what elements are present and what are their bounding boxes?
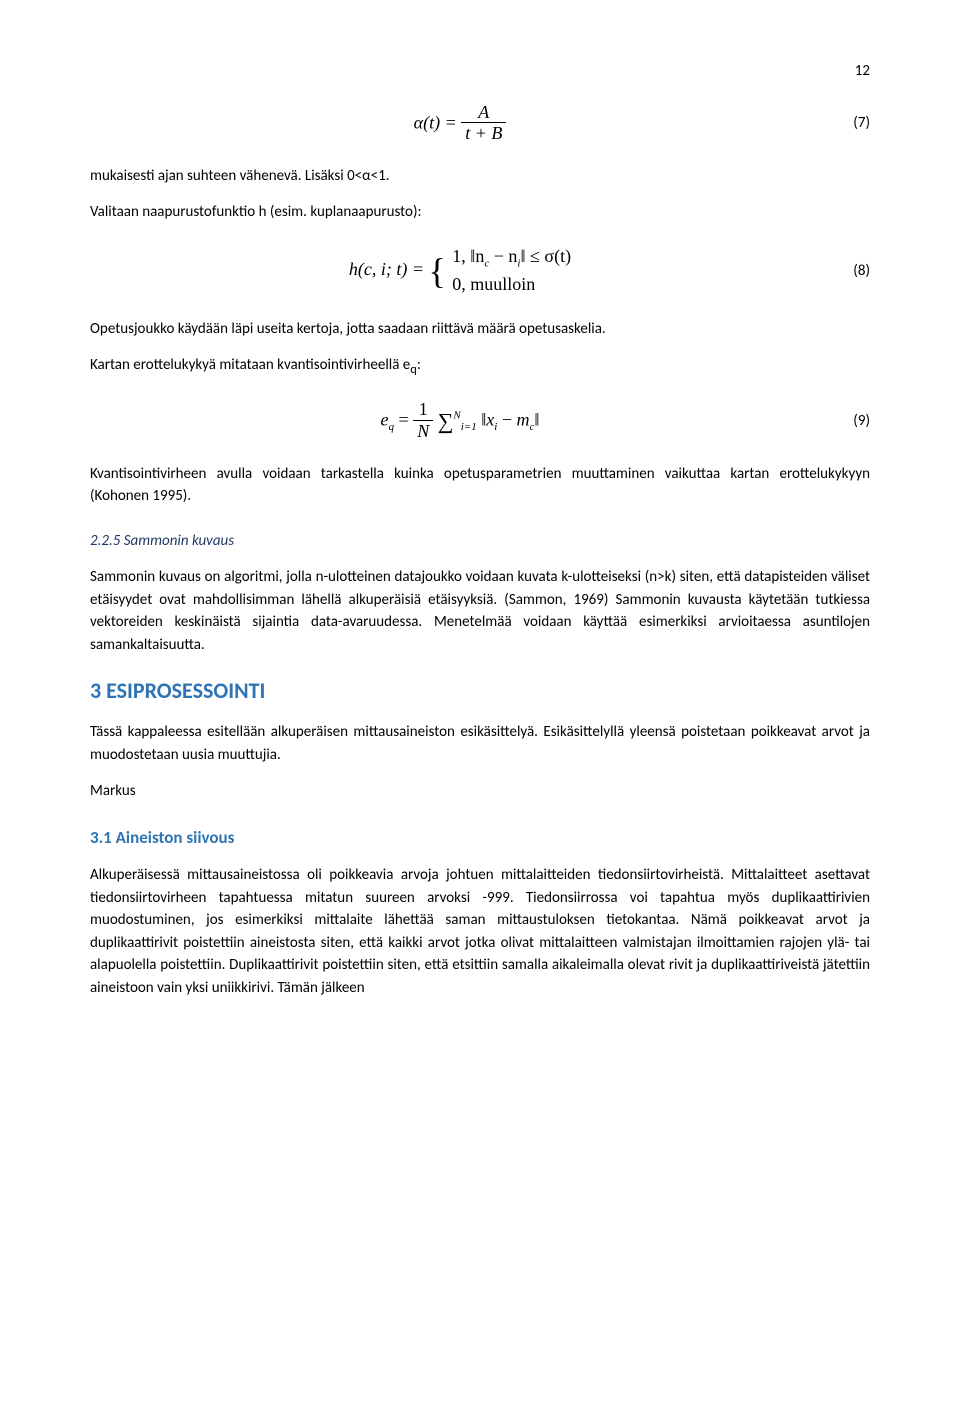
f9-frac-bot: N: [413, 421, 433, 443]
heading-3-1: 3.1 Aineiston siivous: [90, 825, 870, 851]
f9-eq: q: [389, 421, 395, 433]
para-4-post: :: [417, 356, 421, 374]
para-4: Kartan erottelukykyä mitataan kvantisoin…: [90, 354, 870, 380]
formula-7-frac-bot: t + B: [461, 123, 506, 145]
f9-m: m: [517, 409, 530, 429]
para-5: Kvantisointivirheen avulla voidaan tarka…: [90, 463, 870, 508]
f9-sum-upper: N: [453, 409, 460, 421]
para-6: Sammonin kuvaus on algoritmi, jolla n-ul…: [90, 566, 870, 656]
formula-8-case2: 0, muulloin: [452, 272, 571, 297]
formula-9-num: (9): [830, 410, 870, 433]
f9-equals: =: [399, 409, 414, 429]
formula-7-frac-top: A: [461, 103, 506, 124]
para-1: mukaisesti ajan suhteen vähenevä. Lisäks…: [90, 165, 870, 188]
formula-8: h(c, i; t) = { 1, ‖nc − ni‖ ≤ σ(t) 0, mu…: [90, 244, 830, 298]
formula-8-num: (8): [830, 260, 870, 283]
para-3: Opetusjoukko käydään läpi useita kertoja…: [90, 318, 870, 341]
para-7: Tässä kappaleessa esitellään alkuperäise…: [90, 721, 870, 766]
f8-nc: n: [475, 246, 484, 266]
para-4-pre: Kartan erottelukykyä mitataan kvantisoin…: [90, 356, 410, 374]
f9-mid: −: [497, 409, 516, 429]
page-number: 12: [90, 60, 870, 83]
author: Markus: [90, 780, 870, 803]
formula-8-case1-pre: 1, ‖: [452, 246, 475, 266]
f8-mid: −: [489, 246, 508, 266]
heading-3: 3 ESIPROSESSOINTI: [90, 674, 870, 707]
para-8: Alkuperäisessä mittausaineistossa oli po…: [90, 864, 870, 999]
f9-e: e: [381, 409, 389, 429]
formula-9-row: eq = 1 N ∑Ni=1 ‖xi − mc‖ (9): [90, 400, 870, 442]
formula-7: α(t) = A t + B: [90, 103, 830, 145]
f9-sum-lower: i=1: [461, 421, 477, 433]
para-2: Valitaan naapurustofunktio h (esim. kupl…: [90, 201, 870, 224]
formula-8-row: h(c, i; t) = { 1, ‖nc − ni‖ ≤ σ(t) 0, mu…: [90, 244, 870, 298]
formula-7-lhs: α(t) =: [414, 112, 462, 132]
formula-9: eq = 1 N ∑Ni=1 ‖xi − mc‖: [90, 400, 830, 442]
f8-case1-post: ‖ ≤ σ(t): [520, 246, 571, 266]
subhead-225: 2.2.5 Sammonin kuvaus: [90, 530, 870, 553]
formula-8-lhs: h(c, i; t) =: [349, 259, 429, 279]
formula-7-num: (7): [830, 112, 870, 135]
f9-frac-top: 1: [413, 400, 433, 421]
para-4-sub: q: [410, 362, 417, 377]
f9-normpost: ‖: [534, 409, 539, 429]
formula-7-row: α(t) = A t + B (7): [90, 103, 870, 145]
